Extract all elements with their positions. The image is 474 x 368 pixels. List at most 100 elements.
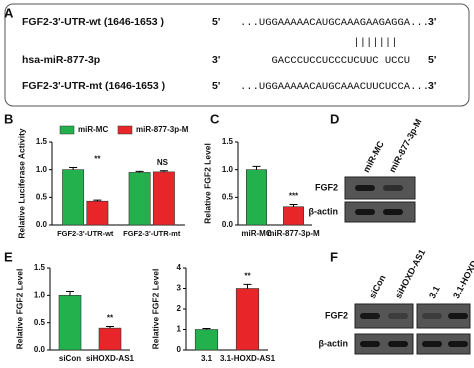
y-tick-label: 0.0 — [34, 345, 46, 354]
base-pairing: ||||||| — [353, 37, 397, 49]
sequence-segment: GAAGAGG — [360, 17, 404, 29]
blot-box — [344, 201, 416, 223]
bar — [58, 295, 82, 351]
sequence-end: 3' — [212, 54, 220, 66]
y-tick-label: 4 — [177, 263, 182, 272]
bar — [152, 171, 175, 226]
sequence-label: FGF2-3'-UTR-mt (1646-1653 ) — [22, 80, 165, 92]
y-tick-label: 0.0 — [222, 220, 234, 229]
y-tick-label: 1.5 — [222, 137, 234, 146]
y-tick-label: 0.5 — [36, 192, 48, 201]
error-bar — [289, 204, 298, 207]
y-tick-label: 1.5 — [34, 263, 46, 272]
x-tick-label: siHOXD-AS1 — [86, 354, 135, 363]
y-tick-label: 1.0 — [34, 290, 46, 299]
panel-letter: A — [4, 5, 14, 20]
sequence-segment: ...UGGAAAAACAUGCAAA — [240, 81, 360, 93]
error-bar — [202, 327, 211, 330]
legend-label: miR-877-3p-M — [136, 125, 189, 134]
error-bar — [106, 325, 114, 329]
bar — [86, 200, 109, 226]
sequence-segment: CUUC UCC — [353, 55, 403, 67]
y-tick-label: 0.5 — [34, 318, 46, 327]
sequence-segment: ...UGGAAAAACAUGCAAA — [240, 17, 360, 29]
blot-band — [388, 341, 408, 347]
error-bar — [243, 283, 252, 289]
x-tick-label: miR-877-3p-M — [267, 229, 320, 238]
y-tick-label: 1.0 — [222, 165, 234, 174]
y-tick-label: 3 — [177, 284, 182, 293]
error-bar — [93, 199, 102, 202]
y-tick-label: 2 — [177, 304, 182, 313]
x-tick-label: 3.1-HOXD-AS1 — [220, 354, 276, 363]
panel-letter: F — [330, 249, 338, 264]
blot-band — [388, 313, 408, 319]
legend-swatch — [117, 125, 133, 135]
bar — [62, 169, 85, 226]
row-label: β-actin — [319, 338, 349, 348]
blot-band — [448, 313, 468, 319]
blot-band — [360, 313, 380, 319]
sequence-end: 5' — [212, 16, 220, 28]
blot-band — [383, 185, 403, 191]
sequence-label: FGF2-3'-UTR-wt (1646-1653 ) — [22, 16, 164, 28]
error-bar — [69, 166, 78, 170]
significance: NS — [157, 158, 169, 167]
y-tick-label: 0.5 — [222, 192, 234, 201]
bar — [283, 206, 304, 226]
x-tick-label: FGF2-3'-UTR-mt — [123, 229, 181, 238]
y-axis-label: Relative FGF2 Level — [14, 269, 24, 350]
sequence-segment: GACCCUCCUCCCU — [272, 55, 354, 67]
x-tick-label: FGF2-3'-UTR-wt — [57, 229, 114, 238]
row-label: β-actin — [309, 206, 339, 216]
blot-band — [355, 209, 375, 215]
bar — [235, 288, 260, 351]
significance: ** — [244, 272, 251, 281]
lane-label: siCon — [367, 273, 388, 300]
blot-box — [344, 176, 416, 200]
lane-label: siHOXD-AS1 — [393, 248, 427, 300]
lane-label: 3.1 — [427, 284, 442, 300]
significance: ** — [94, 155, 101, 164]
sequence-end: 3' — [428, 80, 436, 92]
x-tick-label: miR-MC — [241, 229, 271, 238]
y-axis-label: Relative FGF2 Level — [150, 269, 160, 350]
lane-label: 3.1-HOXD-AS1 — [451, 241, 474, 300]
panel-letter: D — [330, 111, 339, 126]
y-tick-label: 1.0 — [36, 165, 48, 174]
lane-label: miR-MC — [361, 139, 386, 174]
sequence-label: hsa-miR-877-3p — [22, 54, 100, 66]
panel-letter: B — [4, 111, 13, 126]
blot-box — [416, 333, 471, 355]
blot-box — [354, 333, 414, 355]
sequence-segment: ... — [410, 81, 429, 93]
sequence-segment: A... — [404, 17, 429, 29]
blot-band — [383, 209, 403, 215]
bar — [194, 329, 219, 351]
blot-band — [355, 185, 375, 191]
blot-band — [360, 341, 380, 347]
y-axis-label: Relative FGF2 Level — [202, 143, 212, 224]
error-bar — [66, 291, 74, 296]
legend-swatch — [59, 125, 75, 135]
y-tick-label: 1 — [177, 325, 182, 334]
legend-label: miR-MC — [78, 125, 108, 134]
sequence-end: 5' — [428, 54, 436, 66]
significance: ** — [107, 314, 114, 323]
y-axis-label: Relative Luciferase Activity — [16, 128, 26, 239]
error-bar — [252, 165, 261, 170]
x-tick-label: siCon — [59, 354, 81, 363]
sequence-segment: U — [404, 55, 410, 67]
bar — [128, 172, 151, 226]
panel-letter: E — [4, 249, 13, 264]
blot-band — [448, 341, 468, 347]
sequence-end: 3' — [428, 16, 436, 28]
row-label: FGF2 — [315, 182, 338, 192]
y-tick-label: 0 — [177, 345, 182, 354]
bar — [98, 327, 122, 351]
blot-band — [422, 313, 442, 319]
error-bar — [159, 170, 168, 172]
blot-band — [422, 341, 442, 347]
